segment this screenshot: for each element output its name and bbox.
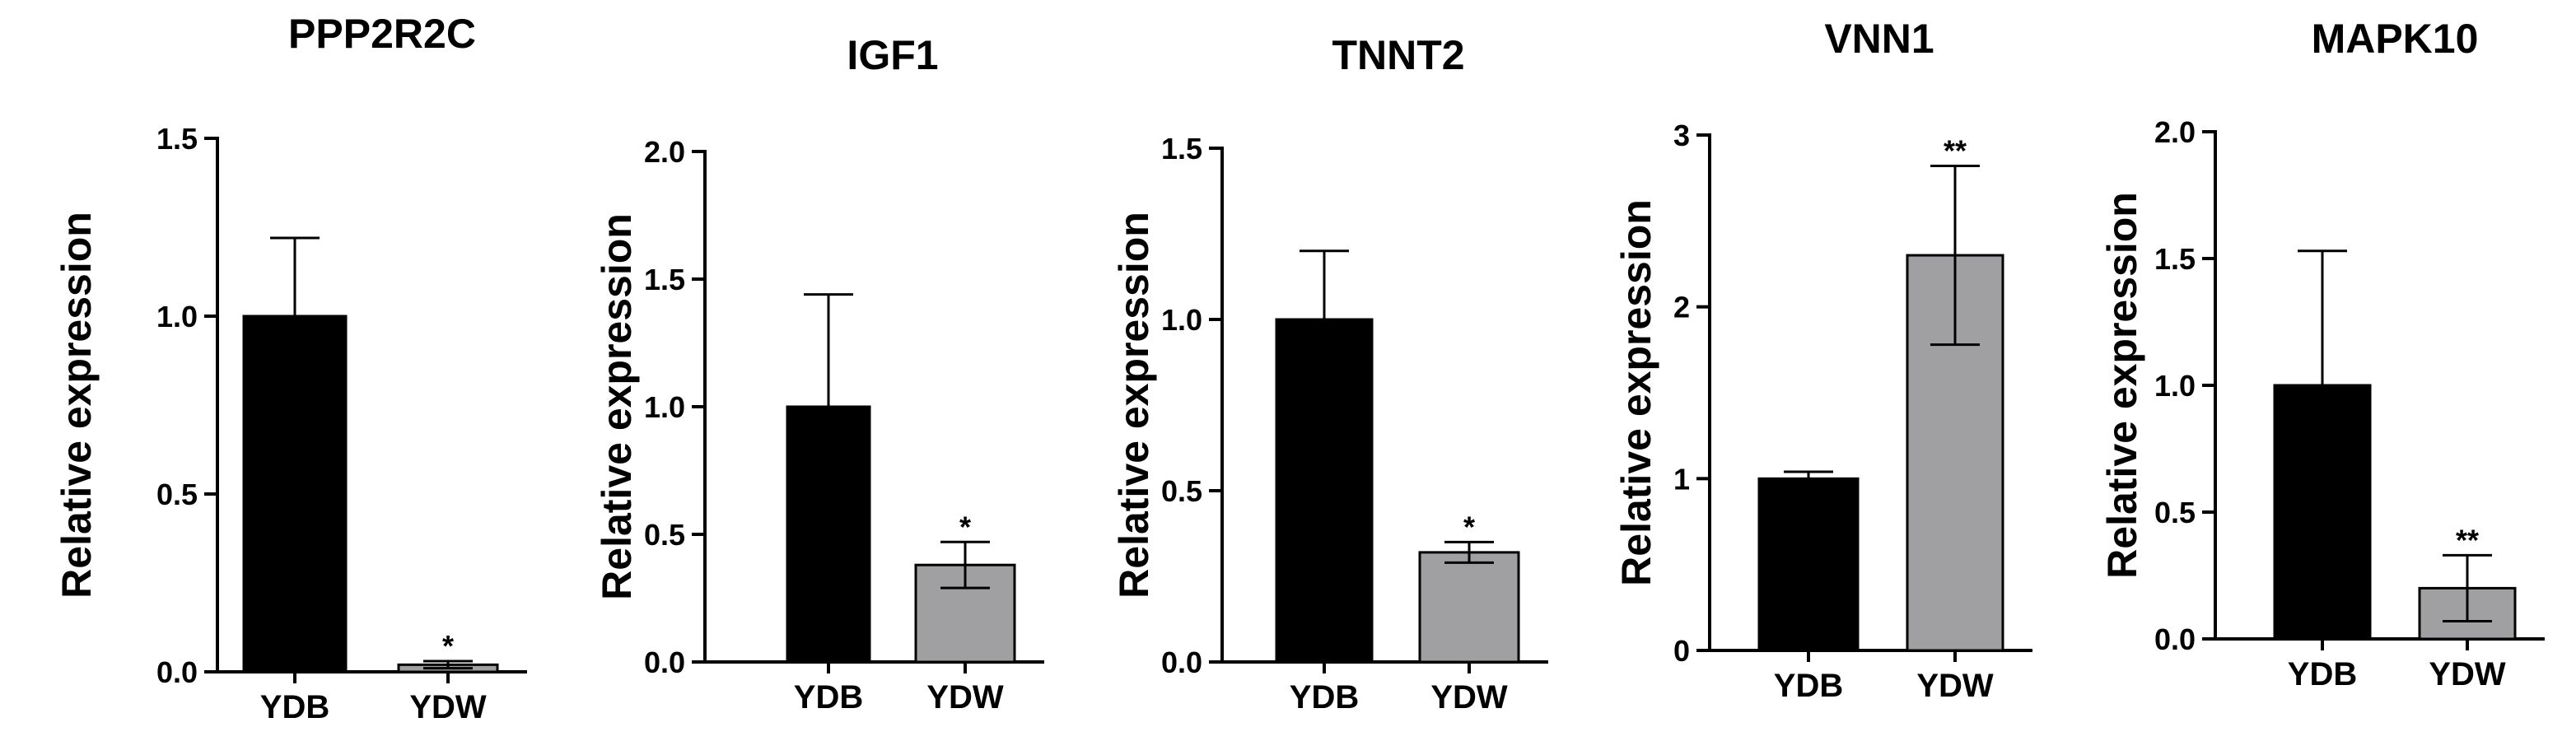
y-tick-label: 0.5 — [2154, 496, 2196, 529]
chart-title: VNN1 — [1824, 16, 1934, 62]
y-tick-label: 2 — [1673, 291, 1690, 324]
y-axis-label: Relative expression — [594, 213, 640, 600]
significance-mark: ** — [2456, 523, 2479, 557]
y-tick-label: 0.0 — [2154, 622, 2196, 656]
y-tick-label: 3 — [1673, 119, 1690, 152]
significance-mark: * — [442, 629, 454, 663]
bar-ydb — [2273, 384, 2372, 641]
y-axis-label: Relative expression — [1111, 212, 1157, 599]
chart-title: MAPK10 — [2312, 16, 2479, 62]
y-tick-label: 1.0 — [644, 390, 685, 424]
y-tick-label: 2.0 — [2154, 115, 2196, 149]
y-tick-label: 0 — [1673, 634, 1690, 668]
chart-panel-vnn1: VNN1 Relative expression 0 1 2 3 YDB YDW ** — [1613, 16, 2032, 704]
x-category-label: YDB — [2288, 656, 2357, 692]
y-axis-label: Relative expression — [54, 212, 100, 599]
bar-ydb — [786, 405, 871, 664]
x-category-label: YDB — [1774, 668, 1843, 704]
y-tick-label: 1.5 — [156, 122, 198, 156]
significance-mark: ** — [1944, 134, 1967, 168]
y-axis-label: Relative expression — [2099, 192, 2145, 579]
significance-mark: * — [959, 510, 971, 543]
y-axis-label: Relative expression — [1613, 199, 1659, 586]
significance-mark: * — [1463, 510, 1475, 543]
y-tick-label: 1.5 — [2154, 242, 2196, 276]
bar-ydb — [1757, 477, 1860, 652]
y-tick-label: 1.5 — [1161, 132, 1202, 165]
x-category-label: YDW — [1430, 679, 1508, 715]
chart-title: IGF1 — [847, 32, 938, 78]
chart-panel-tnnt2: TNNT2 Relative expression 0.0 0.5 1.0 1.5 YDB Y… — [1111, 32, 1548, 715]
y-tick-label: 1.0 — [1161, 303, 1202, 337]
x-category-label: YDB — [260, 689, 329, 725]
y-tick-label: 0.0 — [644, 645, 685, 679]
chart-title: PPP2R2C — [288, 11, 476, 57]
y-tick-label: 1.0 — [2154, 369, 2196, 403]
x-category-label: YDW — [926, 679, 1004, 715]
y-tick-label: 0.0 — [1161, 645, 1202, 679]
x-category-label: YDW — [409, 689, 487, 725]
y-tick-label: 0.5 — [644, 518, 685, 552]
x-category-label: YDW — [2429, 656, 2506, 692]
bar-ydb — [1275, 318, 1374, 664]
bar-ydb — [242, 315, 348, 673]
bar-ydw — [1418, 551, 1520, 664]
x-category-label: YDB — [1290, 679, 1359, 715]
y-tick-label: 0.0 — [156, 655, 198, 689]
chart-panel-igf1: IGF1 Relative expression 0.0 0.5 1.0 1.5 2.0 YD… — [594, 32, 1044, 715]
chart-panel-mapk10: MAPK10 Relative expression 0.0 0.5 1.0 1.5 2.0… — [2099, 16, 2545, 692]
x-category-label: YDB — [794, 679, 863, 715]
y-tick-label: 1 — [1673, 462, 1690, 496]
x-category-label: YDW — [1916, 668, 1994, 704]
y-tick-label: 1.5 — [644, 263, 685, 296]
y-tick-label: 0.5 — [1161, 474, 1202, 508]
chart-title: TNNT2 — [1332, 32, 1464, 78]
y-tick-label: 1.0 — [156, 300, 198, 333]
y-tick-label: 2.0 — [644, 135, 685, 169]
chart-panel-ppp2r2c: PPP2R2C Relative expression 0.0 0.5 1.0 1.5 YD… — [54, 11, 527, 725]
y-tick-label: 0.5 — [156, 478, 198, 511]
